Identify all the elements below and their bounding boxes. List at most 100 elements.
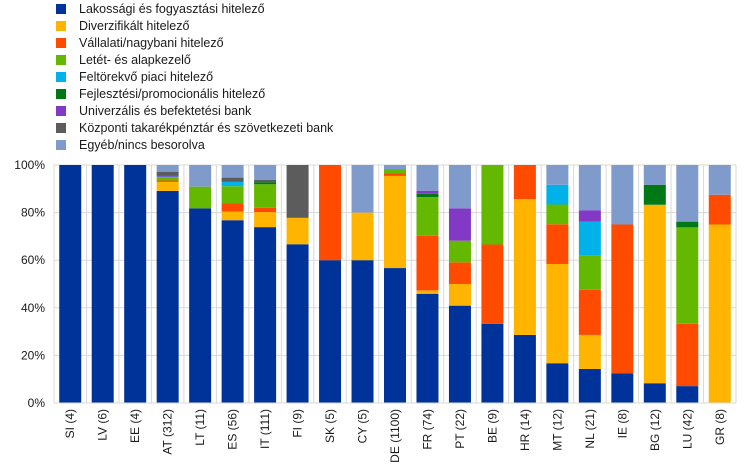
bar-segment: [448, 240, 471, 263]
bar-segment: [384, 175, 406, 269]
bar-segment: [384, 268, 406, 403]
legend-swatch: [56, 88, 66, 99]
bar-segment: [416, 165, 439, 191]
x-tick-label: IE (8): [615, 409, 629, 438]
legend-item: Egyéb/nincs besorolva: [54, 136, 333, 153]
y-tick-label: 100%: [14, 158, 45, 172]
bar-segment: [156, 171, 179, 176]
bar-segment: [254, 184, 277, 208]
bar-segment: [513, 199, 536, 335]
bar-segment: [578, 334, 601, 369]
bar-segment: [221, 181, 244, 187]
bar-segment: [448, 165, 471, 209]
bar-segment: [319, 165, 342, 261]
bar-segment: [578, 221, 601, 256]
bar-segment: [221, 186, 244, 204]
bar-segment: [254, 212, 277, 228]
x-tick-label: BE (9): [485, 409, 499, 443]
bar-segment: [578, 289, 601, 335]
legend-item: Lakossági és fogyasztási hitelező: [54, 1, 333, 18]
legend-swatch: [56, 105, 66, 116]
legend-label: Vállalati/nagybani hitelező: [79, 36, 224, 51]
bar-segment: [221, 203, 244, 212]
bar-segment: [578, 210, 601, 222]
legend-label: Feltörekvő piaci hitelező: [79, 70, 214, 84]
bar-segment: [156, 165, 179, 172]
bar-segment: [416, 235, 439, 291]
bar-segment: [546, 224, 569, 265]
x-tick-label: SK (5): [323, 409, 337, 443]
bar-segment: [546, 184, 569, 205]
bar-segment: [286, 165, 309, 218]
bar-segment: [448, 208, 471, 241]
y-tick-label: 20%: [21, 348, 45, 362]
bar-segment: [448, 305, 471, 403]
x-tick-label: ES (56): [226, 409, 240, 450]
bar-segment: [254, 182, 277, 185]
bar-segment: [221, 177, 244, 182]
legend-swatch: [56, 72, 66, 82]
x-tick-label: AT (312): [161, 409, 175, 455]
bar-segment: [156, 176, 179, 178]
legend-item: Feltörekvő piaci hitelező: [54, 69, 333, 86]
legend-label: Központi takarékpénztár és szövetkezeti …: [79, 120, 334, 135]
x-tick-label: BG (12): [648, 409, 662, 451]
bar-segment: [351, 260, 374, 403]
bar-segment: [384, 165, 406, 170]
bar-segment: [578, 165, 601, 211]
x-tick-label: CY (5): [356, 409, 370, 443]
bar-segment: [676, 227, 699, 324]
bar-segment: [513, 165, 536, 200]
bar-segment: [643, 383, 666, 403]
bar-segment: [351, 212, 374, 261]
y-tick-label: 0%: [28, 396, 46, 410]
bar-segment: [416, 193, 439, 198]
bar-segment: [448, 284, 471, 306]
bar-segment: [351, 165, 374, 213]
legend-item: Diverzifikált hitelező: [54, 18, 333, 35]
bar-segment: [611, 224, 634, 374]
x-tick-label: GR (8): [713, 409, 727, 445]
bar-segment: [481, 165, 504, 245]
bar-segment: [254, 227, 277, 403]
bar-segment: [448, 262, 471, 284]
x-tick-label: LV (6): [96, 409, 110, 441]
legend-swatch: [56, 122, 66, 133]
bar-segment: [156, 175, 179, 177]
bar-segment: [221, 220, 244, 403]
x-tick-label: DE (1100): [388, 409, 402, 463]
bar-segment: [546, 165, 569, 185]
bar-segment: [676, 386, 699, 403]
bar-segment: [578, 368, 601, 403]
bar-segment: [189, 208, 212, 403]
bar-segment: [286, 244, 309, 403]
y-tick-label: 60%: [21, 253, 45, 267]
bar-segment: [676, 221, 699, 228]
legend-label: Diverzifikált hitelező: [79, 19, 190, 34]
bar-segment: [156, 190, 179, 403]
bar-segment: [546, 204, 569, 225]
bar-segment: [708, 224, 731, 403]
x-tick-label: EE (4): [128, 409, 142, 443]
bar-segment: [708, 165, 731, 195]
bar-segment: [546, 264, 569, 364]
bar-segment: [254, 179, 277, 183]
legend-swatch: [56, 139, 66, 150]
legend-swatch: [56, 21, 66, 32]
bar-segment: [254, 207, 277, 213]
bar-segment: [513, 334, 536, 403]
bar-segment: [156, 181, 179, 191]
x-tick-label: PT (22): [453, 409, 467, 449]
bar-segment: [189, 165, 212, 187]
legend-label: Univerzális és befektetési bank: [79, 103, 252, 118]
bar-segment: [416, 290, 439, 294]
y-tick-label: 80%: [21, 206, 45, 220]
legend-label: Lakossági és fogyasztási hitelező: [79, 2, 265, 17]
legend-swatch: [56, 38, 66, 49]
bar-segment: [156, 177, 179, 181]
x-tick-label: IT (111): [258, 409, 272, 449]
bar-segment: [676, 165, 699, 222]
chart-legend: Lakossági és fogyasztási hitelező Diverzi…: [54, 1, 333, 153]
legend-item: Fejlesztési/promocionális hitelező: [54, 85, 333, 102]
x-tick-label: HR (14): [518, 409, 532, 451]
